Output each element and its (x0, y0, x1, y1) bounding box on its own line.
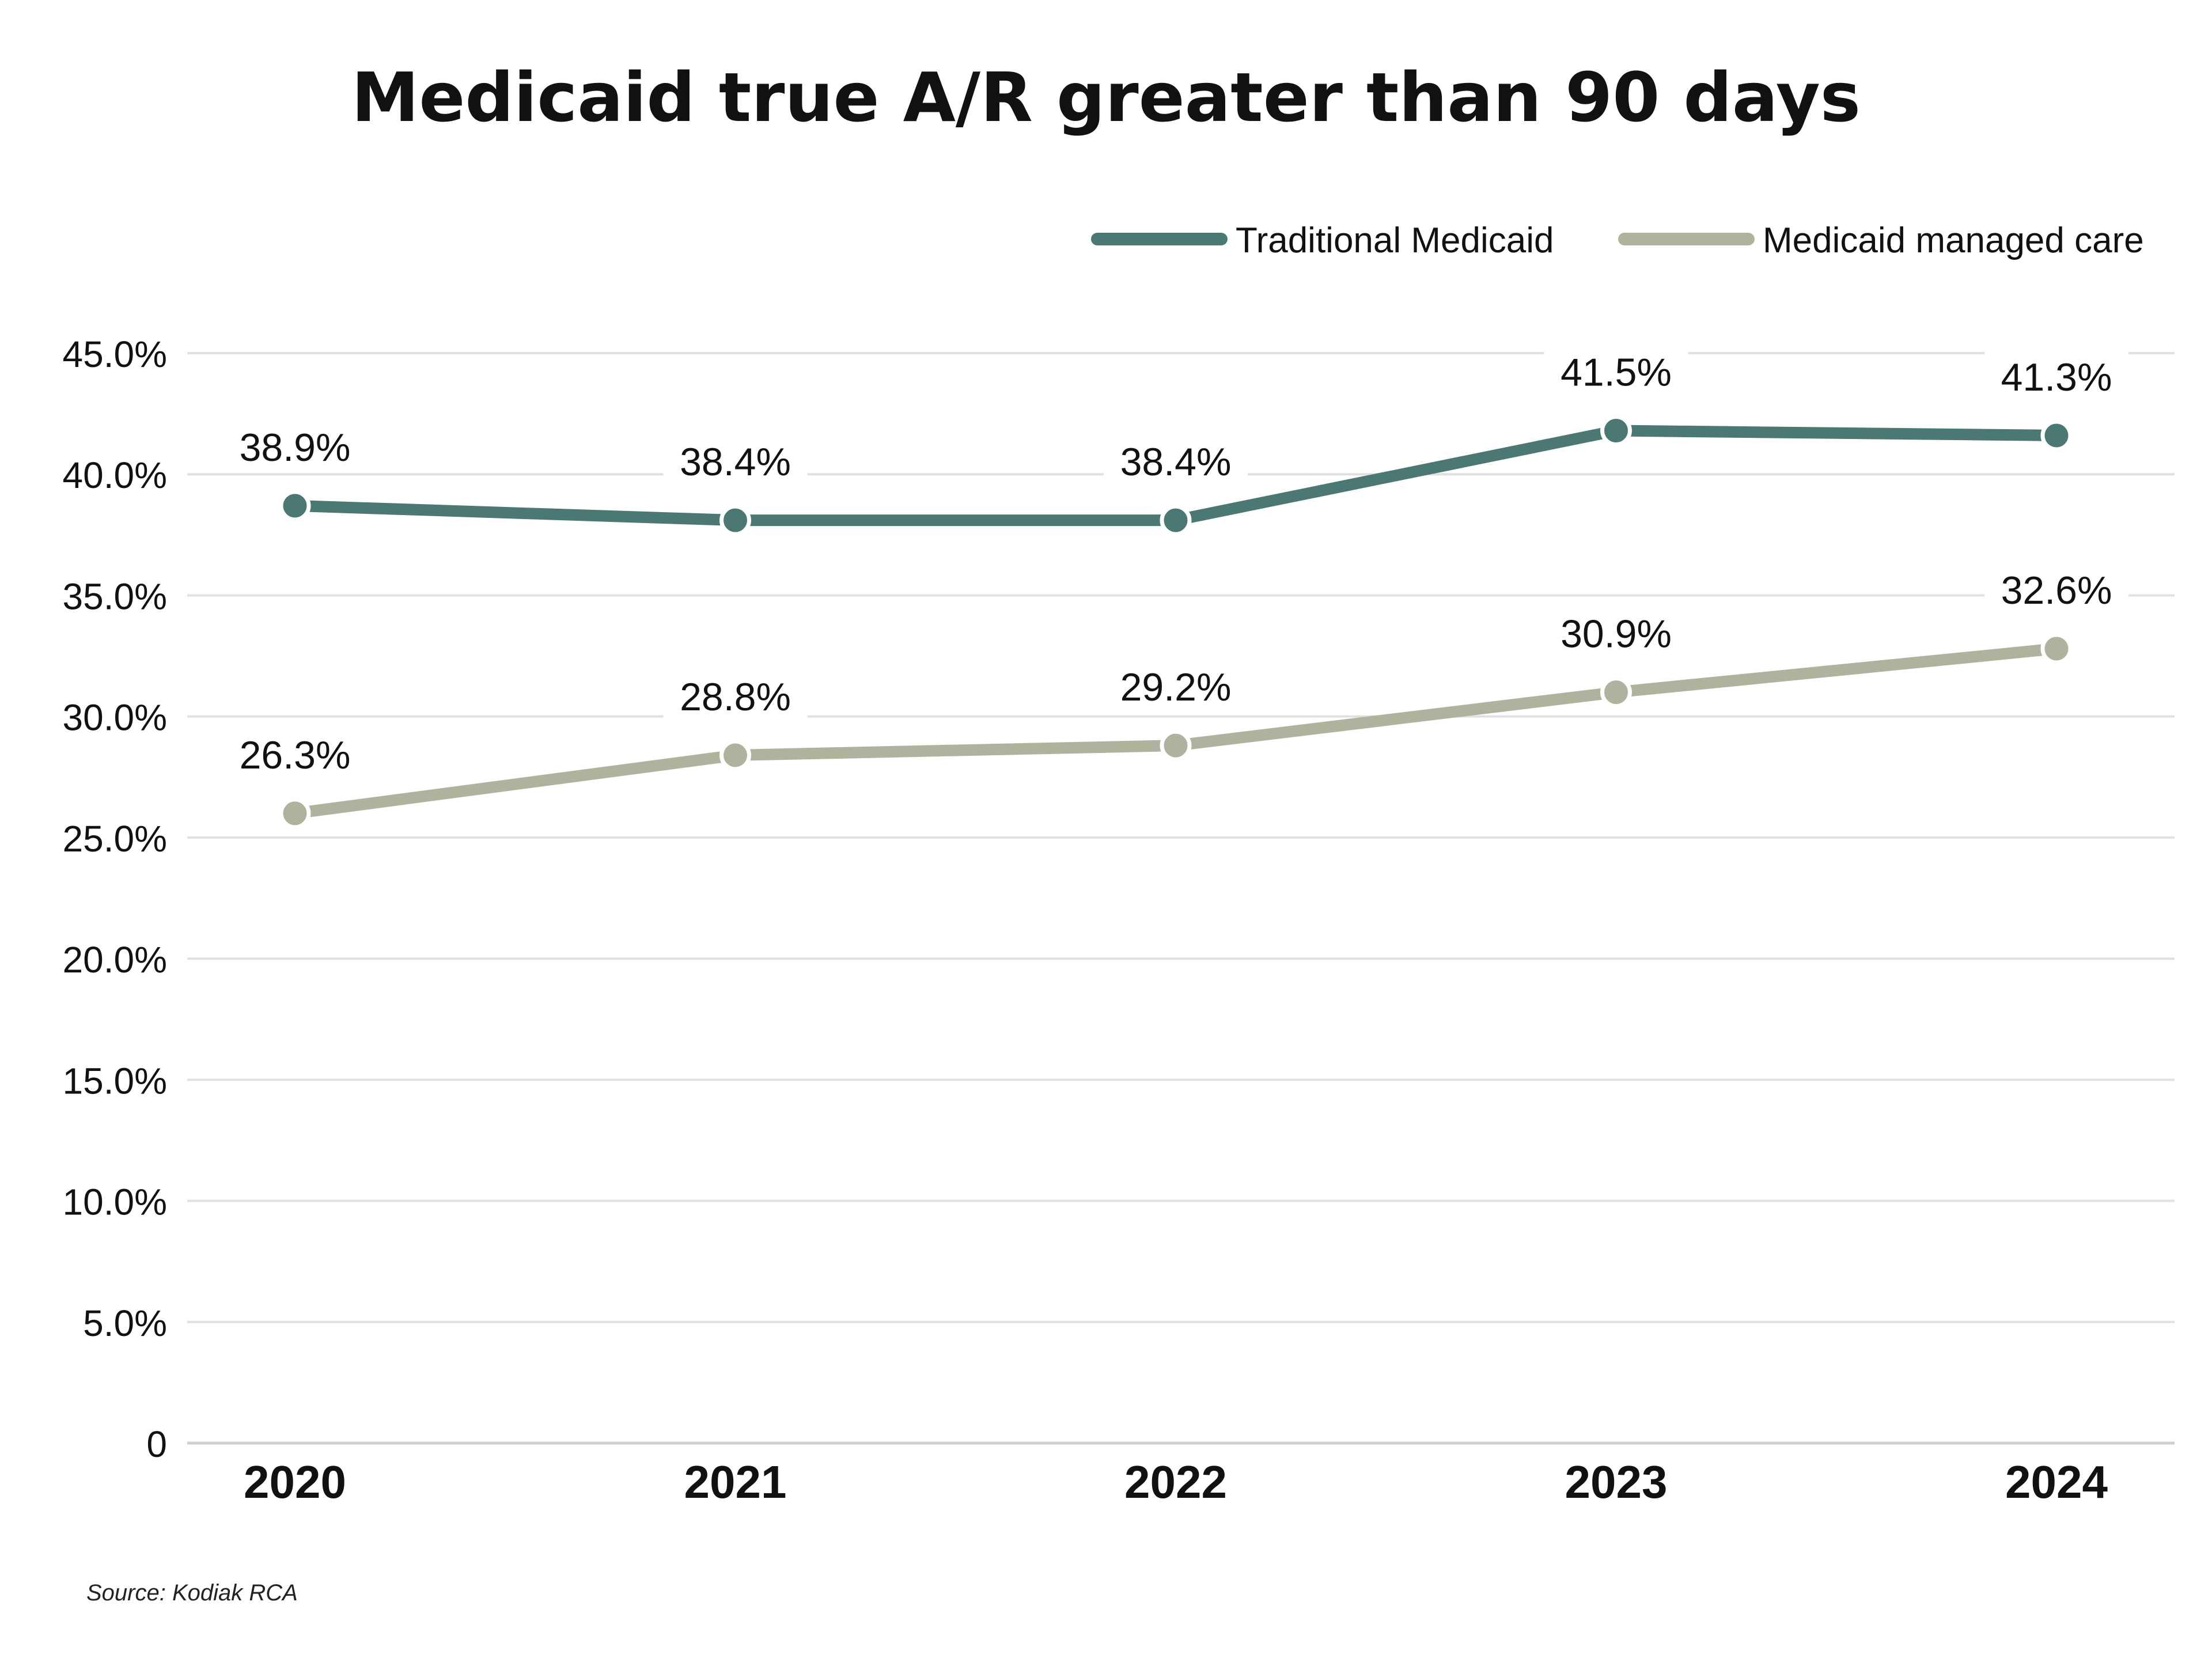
y-tick-label: 40.0% (63, 455, 167, 496)
x-tick-label: 2020 (244, 1456, 346, 1508)
y-tick-label: 0 (146, 1424, 167, 1465)
y-tick-label: 25.0% (63, 818, 167, 860)
data-point (719, 739, 751, 771)
y-tick-label: 5.0% (83, 1303, 167, 1344)
series-layer: 38.9% 38.4% 38.4% 41.5% 41.3% 26.3% 28.8% 29.2%… (223, 344, 2128, 830)
data-label: 29.2% (1120, 665, 1232, 709)
data-label-bg (223, 419, 367, 472)
legend-item: Medicaid managed care (1618, 221, 2144, 260)
x-tick-label: 2021 (684, 1456, 787, 1508)
data-label: 38.9% (240, 426, 351, 470)
data-point (279, 490, 311, 522)
y-tick-label: 20.0% (63, 939, 167, 980)
x-tick-label: 2024 (2005, 1456, 2108, 1508)
x-axis: 2020 2021 2022 2023 2024 (244, 1456, 2108, 1508)
data-point (1160, 504, 1192, 536)
data-label-bg (663, 434, 808, 487)
series-1: 26.3% 28.8% 29.2% 30.9% 32.6% (223, 562, 2128, 830)
data-point (2040, 419, 2073, 452)
data-label-bg (663, 668, 808, 722)
data-point (719, 504, 751, 536)
data-label: 38.4% (1120, 440, 1232, 484)
legend: Traditional Medicaid Medicaid managed car… (1091, 221, 2144, 260)
y-tick-label: 35.0% (63, 576, 167, 617)
legend-label: Traditional Medicaid (1236, 221, 1554, 260)
y-tick-label: 10.0% (63, 1182, 167, 1223)
data-label-bg (1104, 659, 1248, 713)
source-note: Source: Kodiak RCA (86, 1580, 298, 1606)
data-label: 28.8% (680, 675, 791, 719)
data-label: 30.9% (1560, 612, 1672, 656)
data-point (2040, 633, 2073, 665)
data-point (1600, 676, 1632, 709)
series-0: 38.9% 38.4% 38.4% 41.5% 41.3% (223, 344, 2128, 536)
data-label: 41.5% (1560, 351, 1672, 395)
legend-label: Medicaid managed care (1763, 221, 2144, 260)
chart-title: Medicaid true A/R greater than 90 days (351, 58, 1861, 137)
x-tick-label: 2023 (1565, 1456, 1668, 1508)
data-label-bg (1544, 344, 1688, 397)
data-label-bg (1984, 349, 2128, 402)
y-axis: 0 5.0% 10.0% 15.0% 20.0% 25.0% 30.0% 35.0% 40.0%… (63, 334, 167, 1465)
y-tick-label: 45.0% (63, 334, 167, 375)
data-label-bg (1984, 562, 2128, 615)
data-label: 41.3% (2001, 355, 2112, 399)
data-label-bg (1104, 434, 1248, 487)
y-tick-label: 30.0% (63, 697, 167, 739)
data-label: 38.4% (680, 440, 791, 484)
x-tick-label: 2022 (1124, 1456, 1227, 1508)
data-label: 26.3% (240, 733, 351, 777)
legend-item: Traditional Medicaid (1091, 221, 1554, 260)
data-point (279, 797, 311, 830)
y-tick-label: 15.0% (63, 1060, 167, 1101)
data-label-bg (1544, 605, 1688, 659)
data-point (1160, 729, 1192, 762)
data-point (1600, 415, 1632, 447)
data-label-bg (223, 726, 367, 780)
data-label: 32.6% (2001, 569, 2112, 612)
